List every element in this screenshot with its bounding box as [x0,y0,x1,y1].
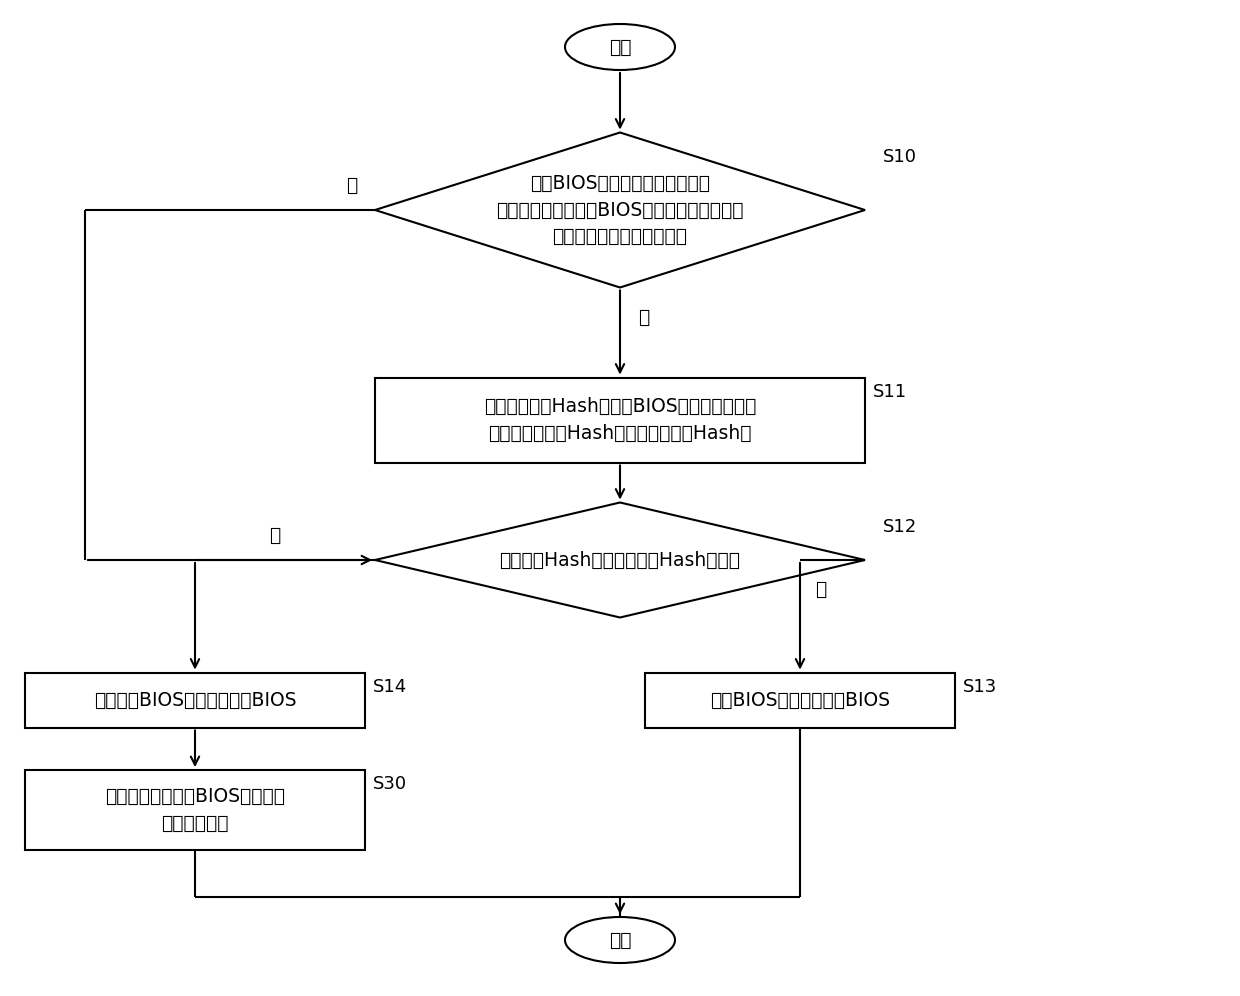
Text: S14: S14 [373,677,407,695]
Polygon shape [374,132,866,288]
Text: S13: S13 [963,677,997,695]
Text: S11: S11 [873,382,908,400]
Polygon shape [374,503,866,618]
FancyBboxPatch shape [25,770,365,850]
Text: 结束: 结束 [609,930,631,949]
FancyBboxPatch shape [645,672,955,727]
Text: S10: S10 [883,147,918,165]
Text: 开始: 开始 [609,38,631,57]
Text: 禁止应用BIOS镜像文件刷新BIOS: 禁止应用BIOS镜像文件刷新BIOS [94,690,296,709]
FancyBboxPatch shape [374,377,866,462]
Text: 是: 是 [815,580,826,599]
FancyBboxPatch shape [25,672,365,727]
Text: 判断第二Hash值是否与第一Hash值相同: 判断第二Hash值是否与第一Hash值相同 [500,551,740,570]
Text: S30: S30 [373,775,407,793]
Text: 是: 是 [639,308,650,327]
Text: S12: S12 [883,518,918,536]
Text: 获取BIOS镜像文件后，判断预先
约定的密钥是否能对BIOS镜像文件的第二区域
中存储的第二密文进行解密: 获取BIOS镜像文件后，判断预先 约定的密钥是否能对BIOS镜像文件的第二区域 … [496,174,744,246]
Text: 应用BIOS镜像文件刷新BIOS: 应用BIOS镜像文件刷新BIOS [711,690,890,709]
Text: 否: 否 [269,526,280,545]
Text: 向管理服务器发送BIOS镜像文件
不合法的提示: 向管理服务器发送BIOS镜像文件 不合法的提示 [105,787,285,833]
Text: 解密得到第一Hash值，对BIOS镜像文件的第一
区域的数据进行Hash计算，得到第二Hash值: 解密得到第一Hash值，对BIOS镜像文件的第一 区域的数据进行Hash计算，得… [484,397,756,443]
Text: 否: 否 [346,176,357,195]
